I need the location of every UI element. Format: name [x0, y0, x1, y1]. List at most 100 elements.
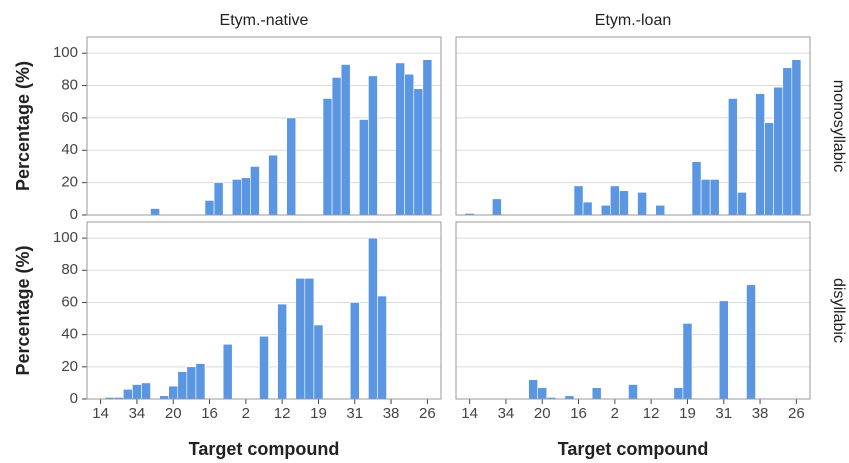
- bar: [340, 64, 351, 216]
- bar: [250, 166, 260, 216]
- bar: [268, 154, 278, 216]
- bar: [241, 177, 251, 216]
- bar: [286, 117, 297, 216]
- x-tick-label: 38: [383, 405, 400, 422]
- bar: [368, 237, 378, 400]
- panel-border: [86, 36, 442, 216]
- x-tick-label: 38: [752, 405, 769, 422]
- y-tick-label: 60: [61, 293, 78, 310]
- y-tick-label: 80: [61, 77, 78, 94]
- bar: [322, 98, 333, 216]
- bar: [582, 201, 593, 216]
- bar: [600, 204, 611, 216]
- y-tick-label: 60: [61, 109, 78, 126]
- bar: [591, 387, 602, 400]
- y-axis-title: Percentage (%): [13, 61, 33, 191]
- bar: [222, 343, 233, 400]
- bar: [492, 198, 502, 216]
- bar: [150, 208, 160, 216]
- bar: [404, 73, 415, 216]
- y-tick-label: 20: [61, 358, 78, 375]
- bar: [204, 200, 215, 216]
- y-tick-label: 100: [53, 44, 78, 61]
- bar: [628, 384, 638, 400]
- bar: [700, 179, 711, 216]
- y-tick-label: 0: [70, 390, 78, 407]
- x-tick-label: 12: [643, 405, 660, 422]
- y-tick-label: 80: [61, 261, 78, 278]
- x-tick-label: 16: [201, 405, 218, 422]
- y-axis-title: Percentage (%): [13, 245, 33, 375]
- bar: [737, 192, 747, 216]
- x-tick-label: 19: [679, 405, 696, 422]
- bar: [123, 389, 133, 400]
- y-tick-label: 0: [70, 206, 78, 223]
- bar: [368, 75, 378, 216]
- bar: [395, 62, 405, 216]
- panel-border: [86, 221, 442, 400]
- bar: [537, 387, 548, 400]
- bar: [610, 185, 620, 216]
- x-tick-label: 20: [534, 405, 551, 422]
- bar: [331, 77, 342, 216]
- bar: [764, 122, 774, 216]
- bar: [177, 371, 188, 400]
- bar: [673, 387, 684, 400]
- y-tick-label: 20: [61, 174, 78, 191]
- bar: [709, 179, 720, 216]
- bar: [782, 67, 793, 216]
- bar: [304, 278, 315, 400]
- bar: [168, 385, 179, 400]
- bar: [213, 182, 224, 216]
- bar: [349, 302, 360, 400]
- bar: [413, 88, 424, 216]
- panel-border: [455, 221, 811, 400]
- bar: [573, 185, 584, 216]
- x-tick-label: 14: [92, 405, 109, 422]
- bar: [313, 324, 324, 400]
- row-title: disyllabic: [830, 278, 847, 343]
- x-tick-label: 16: [570, 405, 587, 422]
- column-title: Etym.-native: [220, 12, 309, 29]
- bar: [691, 161, 702, 216]
- bar: [773, 86, 784, 216]
- bar: [746, 284, 756, 400]
- x-tick-label: 12: [274, 405, 291, 422]
- bar: [718, 300, 729, 400]
- x-tick-label: 31: [715, 405, 732, 422]
- x-tick-label: 2: [242, 405, 250, 422]
- bar: [359, 119, 369, 216]
- bar: [619, 190, 629, 216]
- bar: [186, 366, 197, 400]
- bar: [141, 382, 151, 400]
- x-axis-title: Target compound: [189, 439, 340, 459]
- x-axis-title: Target compound: [558, 439, 709, 459]
- x-tick-label: 19: [310, 405, 327, 422]
- bar: [791, 59, 802, 216]
- y-tick-label: 100: [53, 229, 78, 246]
- column-title: Etym.-loan: [595, 12, 671, 29]
- bar: [259, 335, 269, 400]
- bar: [655, 204, 666, 216]
- y-tick-label: 40: [61, 141, 78, 158]
- x-tick-label: 34: [129, 405, 146, 422]
- x-tick-label: 31: [346, 405, 363, 422]
- bar: [528, 379, 538, 400]
- x-tick-label: 26: [788, 405, 805, 422]
- bar: [231, 179, 242, 216]
- x-tick-label: 2: [611, 405, 619, 422]
- bar: [277, 303, 287, 400]
- x-tick-label: 20: [165, 405, 182, 422]
- x-tick-label: 14: [461, 405, 478, 422]
- bar: [682, 323, 693, 400]
- x-tick-label: 34: [498, 405, 515, 422]
- row-title: monosyllabic: [830, 80, 847, 172]
- y-tick-label: 40: [61, 326, 78, 343]
- bar: [295, 278, 306, 400]
- bar: [637, 192, 647, 216]
- bar: [195, 363, 206, 400]
- bar: [132, 384, 142, 400]
- bar: [755, 93, 765, 216]
- panel-border: [455, 36, 811, 216]
